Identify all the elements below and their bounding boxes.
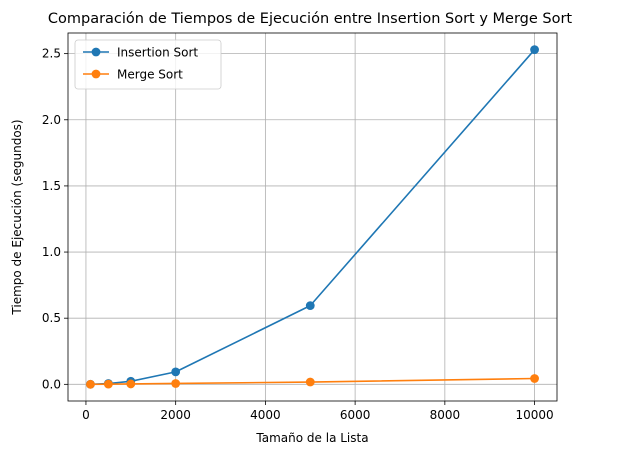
- x-tick-label: 0: [82, 408, 90, 422]
- axis-ticks: 0 2000 4000 6000 8000 10000 0.0 0.5 1.0 1.5 2.0 2.5: [42, 47, 554, 422]
- data-point: [530, 45, 539, 55]
- y-tick-label: 0.5: [42, 311, 61, 325]
- x-tick-label: 8000: [430, 408, 461, 422]
- legend-label: Merge Sort: [117, 68, 183, 82]
- legend-label: Insertion Sort: [117, 46, 198, 60]
- series-layer: [86, 45, 539, 389]
- data-point: [171, 367, 181, 377]
- plot-frame: [67, 32, 558, 402]
- data-point: [86, 379, 95, 389]
- data-point: [126, 379, 136, 389]
- legend-marker: [91, 69, 101, 79]
- legend-box: [74, 39, 222, 90]
- legend: Insertion Sort Merge Sort: [74, 39, 222, 90]
- x-axis-label: Tamaño de la Lista: [255, 431, 368, 445]
- x-tick-label: 2000: [160, 408, 191, 422]
- x-tick-label: 4000: [250, 408, 281, 422]
- chart-title: Comparación de Tiempos de Ejecución entr…: [48, 11, 573, 27]
- y-tick-label: 2.0: [42, 113, 61, 127]
- series-0: [86, 45, 539, 389]
- y-tick-label: 1.0: [42, 245, 61, 259]
- legend-marker: [91, 47, 101, 57]
- x-tick-label: 6000: [340, 408, 371, 422]
- y-tick-label: 2.5: [42, 47, 61, 61]
- data-point: [305, 377, 315, 387]
- y-tick-label: 1.5: [42, 179, 61, 193]
- legend-item: Insertion Sort: [83, 46, 198, 60]
- data-point: [305, 301, 315, 311]
- data-point: [171, 379, 181, 388]
- series-line: [90, 49, 536, 386]
- legend-item: Merge Sort: [83, 68, 183, 82]
- y-tick-label: 0.0: [42, 377, 61, 391]
- data-point: [103, 379, 113, 389]
- series-1: [86, 374, 539, 389]
- y-axis-label: Tiempo de Ejecución (segundos): [10, 119, 24, 315]
- x-tick-label: 10000: [515, 408, 553, 422]
- data-point: [530, 374, 539, 383]
